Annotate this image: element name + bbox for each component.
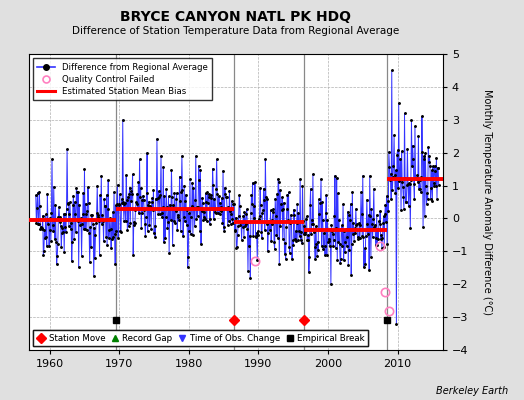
Text: BRYCE CANYON NATL PK HDQ: BRYCE CANYON NATL PK HDQ bbox=[121, 10, 351, 24]
Text: Difference of Station Temperature Data from Regional Average: Difference of Station Temperature Data f… bbox=[72, 26, 399, 36]
Text: Berkeley Earth: Berkeley Earth bbox=[436, 386, 508, 396]
Legend: Station Move, Record Gap, Time of Obs. Change, Empirical Break: Station Move, Record Gap, Time of Obs. C… bbox=[33, 330, 368, 346]
Y-axis label: Monthly Temperature Anomaly Difference (°C): Monthly Temperature Anomaly Difference (… bbox=[482, 89, 492, 315]
